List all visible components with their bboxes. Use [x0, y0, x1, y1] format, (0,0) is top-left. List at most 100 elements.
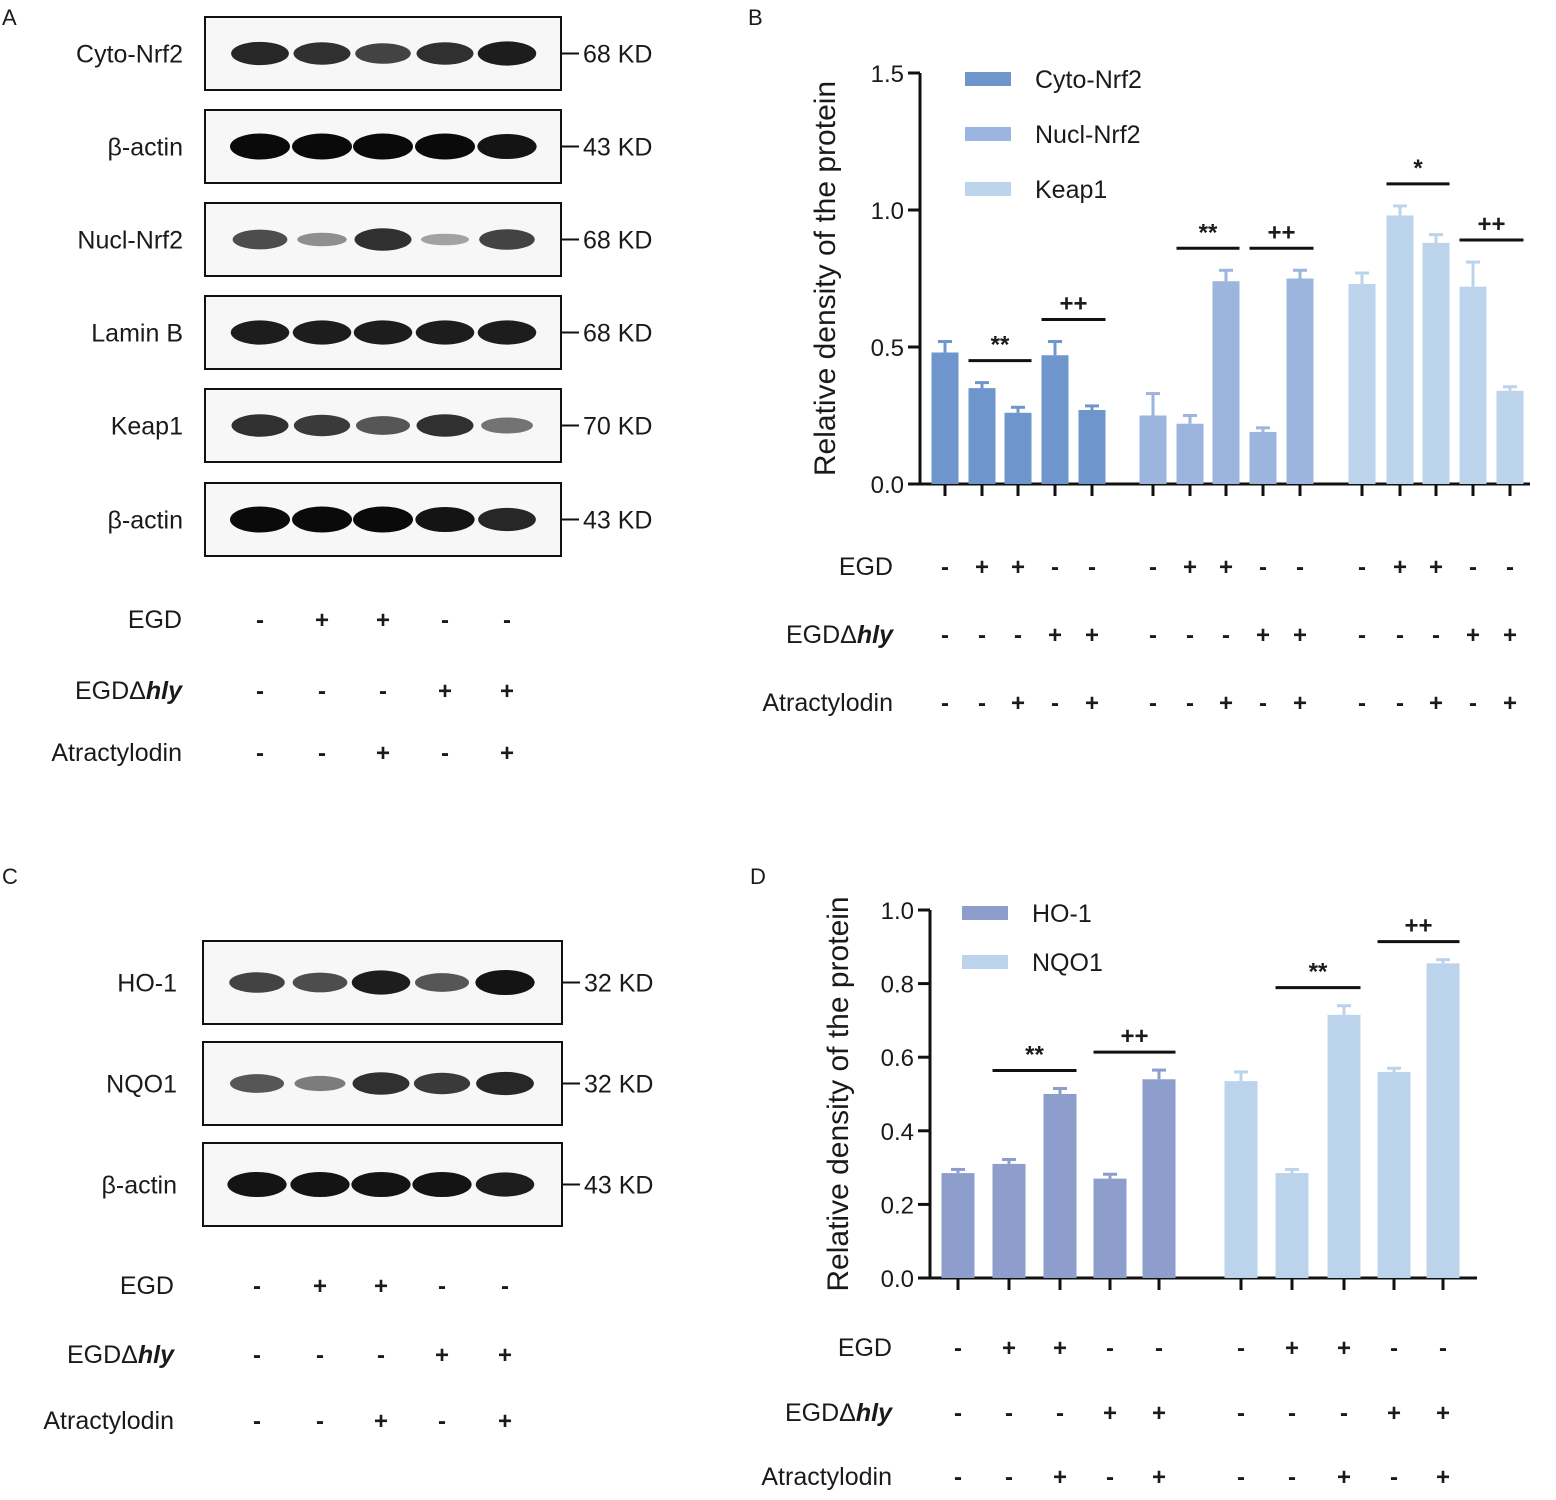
y-tick-label: 0.5: [871, 335, 904, 362]
legend-entry: Keap1: [1035, 176, 1107, 204]
panel-b-condition-sign: -: [1432, 622, 1440, 649]
panel-a-blot-label: Lamin B: [91, 320, 183, 348]
bar-nucl-nrf2: [1139, 415, 1167, 484]
panel-b-condition-sign: +: [1011, 554, 1025, 581]
panel-d-condition-sign: -: [1340, 1400, 1348, 1427]
panel-b-condition-label: EGD: [839, 553, 893, 581]
significance-marker: **: [1309, 959, 1328, 986]
panel-a-blot-label: β-actin: [107, 507, 183, 535]
panel-c-kd-label: 32 KD: [584, 970, 653, 998]
panel-d-condition-sign: -: [1237, 1464, 1245, 1491]
panel-a-band: [292, 133, 352, 160]
panel-b-condition-sign: +: [1503, 690, 1517, 717]
panel-c-condition-sign: +: [374, 1408, 388, 1435]
legend-swatch: [962, 955, 1008, 969]
panel-a-band: [355, 43, 411, 64]
panel-d-condition-sign: +: [1337, 1335, 1351, 1362]
legend-entry: Nucl-Nrf2: [1035, 121, 1141, 149]
y-tick-label: 1.0: [881, 898, 914, 925]
panel-c-band: [413, 1072, 471, 1095]
panel-b-condition-sign: -: [1259, 690, 1267, 717]
panel-c-band: [412, 1171, 472, 1198]
panel-c-condition-sign: -: [316, 1408, 324, 1435]
bar-cyto-nrf2: [968, 388, 996, 484]
bar-ho-1: [1142, 1079, 1176, 1278]
panel-b-condition-sign: +: [1503, 622, 1517, 649]
bar-cyto-nrf2: [931, 352, 959, 484]
panel-b-condition-sign: -: [1051, 690, 1059, 717]
panel-b-condition-sign: -: [1088, 554, 1096, 581]
panel-a-condition-sign: +: [438, 678, 452, 705]
bar-keap1: [1422, 242, 1450, 484]
panel-a-blot-label: β-actin: [107, 134, 183, 162]
panel-c-kd-label: 43 KD: [584, 1172, 653, 1200]
panel-c-condition-sign: -: [253, 1408, 261, 1435]
y-tick-label: 1.0: [871, 198, 904, 225]
panel-b-condition-sign: -: [1506, 554, 1514, 581]
panel-b-condition-sign: -: [941, 690, 949, 717]
panel-a-condition-sign: -: [503, 607, 511, 634]
panel-a-band: [231, 41, 289, 66]
bar-nqo1: [1327, 1014, 1361, 1278]
panel-c-band: [227, 1171, 287, 1198]
significance-marker: ++: [1059, 291, 1087, 318]
bar-ho-1: [941, 1173, 975, 1278]
panel-c-condition-sign: +: [313, 1273, 327, 1300]
panel-d-condition-sign: -: [1288, 1400, 1296, 1427]
panel-d-condition-sign: -: [1056, 1400, 1064, 1427]
panel-b-condition-sign: +: [1048, 622, 1062, 649]
panel-a-condition-sign: -: [441, 740, 449, 767]
panel-b-condition-sign: -: [1358, 554, 1366, 581]
panel-d-condition-sign: -: [1106, 1464, 1114, 1491]
panel-b-condition-sign: -: [1469, 690, 1477, 717]
y-tick-label: 0.0: [881, 1266, 914, 1293]
panel-a-band: [230, 133, 290, 160]
panel-a-blot-label: Keap1: [111, 413, 183, 441]
panel-d-condition-sign: +: [1053, 1335, 1067, 1362]
panel-a-kd-label: 68 KD: [583, 41, 652, 69]
panel-d-condition-sign: +: [1387, 1400, 1401, 1427]
panel-c-condition-sign: +: [498, 1342, 512, 1369]
panel-d-condition-sign: -: [1005, 1464, 1013, 1491]
panel-a-western-blots: A Cyto-Nrf2 68 KD β-actin 43 KD Nucl-Nrf2 68 …: [2, 5, 652, 767]
panel-a-band: [230, 320, 290, 345]
legend-entry: NQO1: [1032, 949, 1103, 977]
legend-swatch: [965, 127, 1011, 141]
panel-d-condition-sign: +: [1285, 1335, 1299, 1362]
legend-swatch: [965, 72, 1011, 86]
panel-c-band: [476, 1071, 534, 1096]
panel-d-condition-sign: +: [1436, 1400, 1450, 1427]
panel-c-condition-sign: -: [438, 1273, 446, 1300]
panel-d-condition-sign: +: [1053, 1464, 1067, 1491]
panel-c-band: [415, 973, 469, 992]
panel-a-band: [292, 506, 352, 533]
panel-b-condition-sign: -: [1014, 622, 1022, 649]
panel-a-band: [356, 416, 410, 435]
panel-c-condition-label: Atractylodin: [43, 1407, 174, 1435]
panel-b-condition-sign: -: [941, 554, 949, 581]
panel-a-band: [415, 133, 475, 160]
panel-a-band: [416, 42, 474, 65]
panel-b-condition-sign: +: [1085, 622, 1099, 649]
panel-c-condition-sign: +: [374, 1273, 388, 1300]
y-tick-label: 0.2: [881, 1192, 914, 1219]
bar-ho-1: [1043, 1094, 1077, 1278]
panel-c-western-blots: C HO-1 32 KD NQO1 32 KD β-actin 43 KD EGD - + + - -…: [2, 864, 653, 1435]
panel-b-condition-sign: -: [1358, 690, 1366, 717]
significance-marker: *: [1413, 155, 1423, 182]
panel-c-blot-label: HO-1: [117, 970, 177, 998]
panel-b-condition-sign: -: [1396, 622, 1404, 649]
panel-c-band: [230, 1074, 284, 1093]
panel-a-kd-label: 43 KD: [583, 507, 652, 535]
panel-c-condition-sign: -: [253, 1342, 261, 1369]
panel-a-band: [353, 320, 413, 345]
panel-letter-c: C: [2, 864, 18, 889]
bar-nucl-nrf2: [1176, 423, 1204, 484]
panel-d-condition-sign: +: [1103, 1400, 1117, 1427]
panel-c-band: [292, 972, 348, 993]
y-axis-title: Relative density of the protein: [822, 896, 855, 1291]
panel-d-condition-sign: -: [954, 1464, 962, 1491]
bar-keap1: [1348, 283, 1376, 484]
panel-d-condition-sign: +: [1436, 1464, 1450, 1491]
